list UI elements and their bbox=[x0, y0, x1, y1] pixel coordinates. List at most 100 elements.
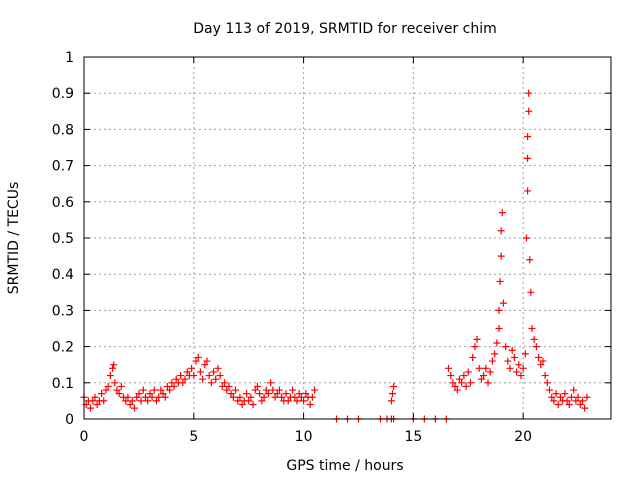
data-point bbox=[227, 390, 235, 398]
data-point bbox=[521, 350, 529, 358]
x-tick-label: 0 bbox=[80, 429, 89, 445]
data-point bbox=[526, 256, 534, 264]
data-point bbox=[453, 386, 461, 394]
data-point bbox=[556, 393, 564, 401]
data-point bbox=[146, 390, 154, 398]
data-point bbox=[245, 397, 253, 405]
data-point bbox=[389, 390, 397, 398]
data-point bbox=[223, 386, 231, 394]
data-point bbox=[188, 364, 196, 372]
data-point bbox=[295, 390, 303, 398]
data-point bbox=[98, 390, 106, 398]
x-axis-label: GPS time / hours bbox=[286, 458, 403, 474]
y-tick-label: 0.9 bbox=[52, 86, 74, 102]
y-axis-label: SRMTID / TECUs bbox=[6, 182, 22, 295]
data-point bbox=[190, 372, 198, 380]
data-point bbox=[104, 382, 112, 390]
data-point bbox=[152, 397, 160, 405]
data-point bbox=[201, 361, 209, 369]
data-point bbox=[159, 390, 167, 398]
data-point bbox=[262, 386, 270, 394]
data-point bbox=[232, 386, 240, 394]
data-point bbox=[229, 393, 237, 401]
data-point bbox=[455, 375, 463, 383]
data-point bbox=[238, 401, 246, 409]
data-point bbox=[271, 393, 279, 401]
data-point bbox=[493, 339, 501, 347]
data-point bbox=[475, 364, 483, 372]
data-point bbox=[117, 382, 125, 390]
data-point bbox=[87, 404, 95, 412]
data-point bbox=[449, 379, 457, 387]
data-point bbox=[249, 401, 257, 409]
data-point bbox=[306, 401, 314, 409]
data-point bbox=[128, 397, 136, 405]
data-point bbox=[137, 397, 145, 405]
data-point bbox=[484, 379, 492, 387]
data-point bbox=[528, 325, 536, 332]
data-point bbox=[177, 372, 185, 380]
data-point bbox=[115, 390, 123, 398]
data-point bbox=[524, 154, 532, 162]
data-point bbox=[256, 390, 264, 398]
data-point bbox=[216, 372, 224, 380]
data-point bbox=[126, 401, 134, 409]
data-point bbox=[163, 382, 171, 390]
data-point bbox=[258, 397, 266, 405]
data-point bbox=[464, 368, 472, 376]
data-point bbox=[522, 234, 530, 242]
data-point bbox=[293, 397, 301, 405]
y-tick-label: 0 bbox=[65, 412, 74, 428]
data-point bbox=[275, 386, 283, 394]
data-point bbox=[141, 393, 149, 401]
data-point bbox=[491, 350, 499, 358]
data-point bbox=[297, 393, 305, 401]
axis-ticks: 0 5 10 15 20 0 0.1 0.2 0.3 0.4 0.5 0.6 0.7 0.8 0.9 1 bbox=[52, 50, 611, 445]
data-point bbox=[192, 357, 200, 365]
y-tick-label: 0.6 bbox=[52, 195, 74, 211]
data-point bbox=[527, 288, 535, 296]
data-point bbox=[203, 357, 211, 365]
data-point bbox=[242, 390, 250, 398]
data-point bbox=[157, 386, 165, 394]
data-point bbox=[300, 397, 308, 405]
data-point bbox=[563, 397, 571, 405]
data-point bbox=[110, 361, 118, 369]
data-point bbox=[196, 368, 204, 376]
chart-title: Day 113 of 2019, SRMTID for receiver chi… bbox=[193, 21, 497, 37]
data-point bbox=[519, 364, 527, 372]
data-point bbox=[247, 393, 255, 401]
data-point bbox=[308, 393, 316, 401]
data-point bbox=[253, 382, 261, 390]
data-point bbox=[170, 382, 178, 390]
data-point bbox=[495, 306, 503, 314]
data-point bbox=[525, 107, 533, 115]
data-point bbox=[486, 368, 494, 376]
data-point bbox=[466, 379, 474, 387]
data-point bbox=[550, 397, 558, 405]
data-point bbox=[207, 379, 215, 387]
data-point bbox=[482, 364, 490, 372]
data-point bbox=[166, 386, 174, 394]
data-point bbox=[273, 390, 281, 398]
data-point bbox=[221, 379, 229, 387]
data-point bbox=[387, 397, 395, 405]
data-point bbox=[502, 343, 510, 351]
data-point bbox=[539, 357, 547, 365]
data-point bbox=[111, 379, 119, 387]
data-point bbox=[113, 386, 121, 394]
data-point bbox=[548, 393, 556, 401]
data-point bbox=[150, 386, 158, 394]
data-point bbox=[89, 397, 97, 405]
data-point bbox=[574, 393, 582, 401]
data-point bbox=[488, 357, 496, 365]
y-tick-label: 0.5 bbox=[52, 231, 74, 247]
data-point bbox=[535, 353, 543, 361]
data-point bbox=[93, 401, 101, 409]
data-point bbox=[179, 379, 187, 387]
data-point bbox=[91, 393, 99, 401]
data-point bbox=[497, 252, 505, 260]
y-tick-label: 0.2 bbox=[52, 340, 74, 356]
data-point bbox=[135, 390, 143, 398]
data-point bbox=[537, 361, 545, 369]
